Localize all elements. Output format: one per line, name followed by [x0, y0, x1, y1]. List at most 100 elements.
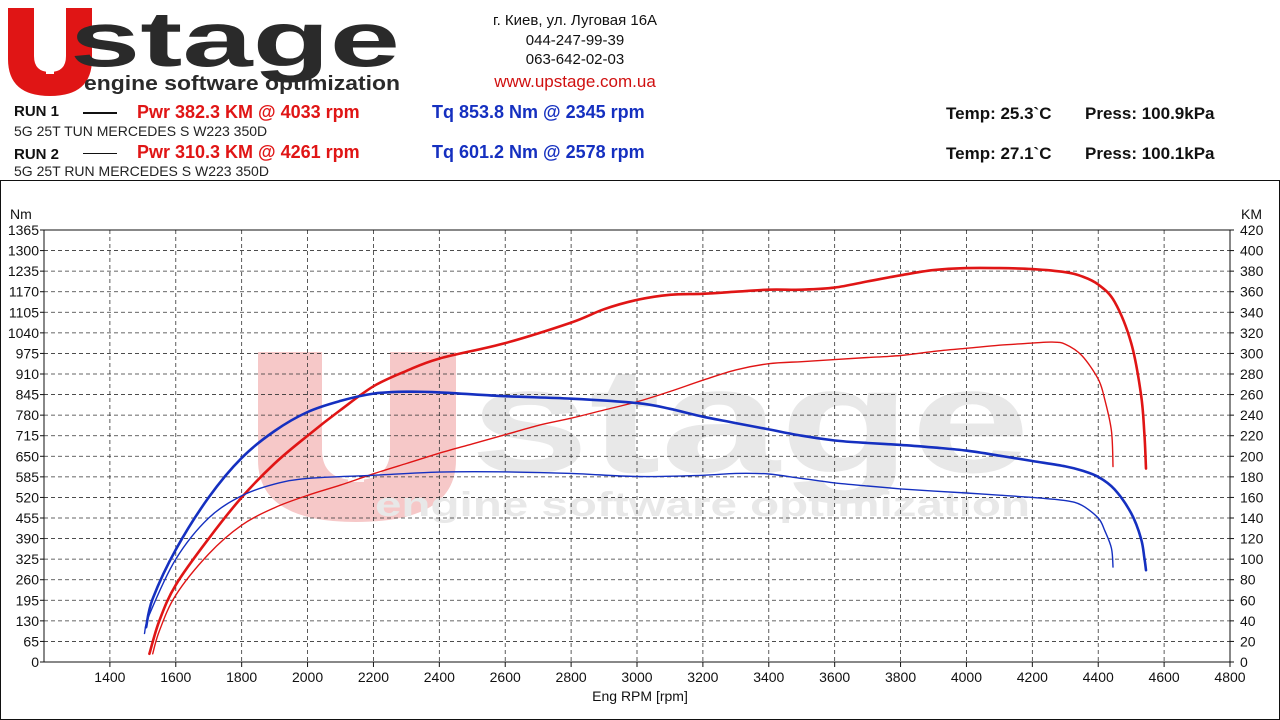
left-tick-label: 65 [23, 633, 39, 649]
right-tick-label: 160 [1240, 489, 1264, 505]
right-tick-label: 260 [1240, 387, 1264, 403]
left-tick-label: 910 [16, 366, 40, 382]
website-link[interactable]: www.upstage.com.ua [494, 72, 656, 91]
left-tick-label: 845 [16, 387, 40, 403]
x-tick-label: 4200 [1017, 669, 1048, 685]
right-tick-label: 100 [1240, 551, 1264, 567]
right-tick-label: 300 [1240, 345, 1264, 361]
x-tick-label: 3000 [621, 669, 652, 685]
right-tick-label: 280 [1240, 366, 1264, 382]
right-tick-label: 380 [1240, 263, 1264, 279]
run1-line-swatch [83, 112, 117, 114]
dyno-chart: stage engine software optimization 0 0 65 2… [0, 180, 1280, 720]
run2-description: 5G 25T RUN MERCEDES S W223 350D [14, 163, 269, 179]
right-tick-label: 400 [1240, 243, 1264, 259]
right-tick-label: 320 [1240, 325, 1264, 341]
run2-label: RUN 2 [14, 146, 60, 163]
left-tick-label: 715 [16, 428, 40, 444]
right-tick-label: 200 [1240, 448, 1264, 464]
logo-arrow [36, 18, 64, 74]
run2-power: Pwr 310.3 KM @ 4261 rpm [137, 142, 360, 162]
run2-power-curve [152, 341, 1114, 655]
right-axis-unit: KM [1241, 206, 1262, 222]
right-tick-label: 120 [1240, 531, 1264, 547]
x-tick-label: 1400 [94, 669, 125, 685]
phone-2: 063-642-02-03 [525, 51, 625, 68]
run2-line-swatch [83, 153, 117, 154]
watermark-arrow [330, 380, 382, 482]
left-tick-label: 1235 [8, 263, 39, 279]
left-tick-label: 975 [16, 345, 40, 361]
dyno-chart-svg: stage engine software optimization 0 065 2… [0, 180, 1280, 720]
run2-press: Press: 100.1kPa [1085, 144, 1215, 163]
x-tick-label: 2000 [292, 669, 323, 685]
logo-tagline: engine software optimization [84, 73, 400, 95]
x-tick-label: 3400 [753, 669, 784, 685]
x-tick-label: 4600 [1149, 669, 1180, 685]
run1-temp: Temp: 25.3`C [946, 104, 1052, 123]
right-tick-label: 20 [1240, 633, 1256, 649]
left-tick-label: 1170 [9, 284, 39, 300]
phone-1: 044-247-99-39 [525, 32, 625, 49]
left-tick-label: 260 [16, 572, 40, 588]
right-tick-label: 340 [1240, 304, 1264, 320]
left-tick-label: 1365 [8, 222, 39, 238]
x-tick-label: 4800 [1214, 669, 1245, 685]
run1-power: Pwr 382.3 KM @ 4033 rpm [137, 102, 360, 122]
left-tick-label: 585 [16, 469, 40, 485]
run2-torque-curve [143, 470, 1114, 635]
x-tick-label: 3800 [885, 669, 916, 685]
right-tick-label: 240 [1240, 407, 1264, 423]
address-text: г. Киев, ул. Луговая 16А [492, 12, 658, 29]
left-tick-label: 390 [16, 531, 40, 547]
x-tick-label: 4000 [951, 669, 982, 685]
left-tick-label: 130 [16, 613, 40, 629]
x-tick-label: 3200 [687, 669, 718, 685]
left-tick-label: 0 [31, 654, 39, 670]
x-tick-label: 2600 [490, 669, 521, 685]
run1-power-curve [148, 266, 1148, 656]
x-axis-title: Eng RPM [rpm] [592, 688, 688, 704]
run1-torque-curve [144, 390, 1148, 629]
left-tick-label: 195 [16, 592, 40, 608]
x-tick-label: 2800 [556, 669, 587, 685]
right-tick-label: 180 [1240, 469, 1264, 485]
right-tick-label: 0 [1240, 654, 1248, 670]
right-tick-label: 80 [1240, 572, 1256, 588]
left-tick-label: 780 [16, 407, 40, 423]
x-tick-label: 3600 [819, 669, 850, 685]
right-tick-label: 40 [1240, 613, 1256, 629]
plot-area-border [43, 229, 1231, 663]
left-tick-label: 1105 [9, 304, 39, 320]
chart-axes: 0 0 65 20 130 40 195 60 260 80 325 100 390 120 455 140 5… [8, 222, 1264, 685]
right-tick-label: 140 [1240, 510, 1264, 526]
run1-label: RUN 1 [14, 103, 60, 120]
left-tick-label: 650 [16, 448, 40, 464]
left-axis-unit: Nm [10, 206, 32, 222]
watermark-stage-text: stage [470, 336, 1030, 504]
x-tick-label: 4400 [1083, 669, 1114, 685]
left-tick-label: 1300 [8, 243, 39, 259]
run1-torque: Tq 853.8 Nm @ 2345 rpm [432, 102, 645, 122]
x-tick-label: 1600 [160, 669, 191, 685]
left-tick-label: 325 [16, 551, 40, 567]
run2-torque: Tq 601.2 Nm @ 2578 rpm [432, 142, 645, 162]
upstage-logo: stage engine software optimization [8, 4, 400, 96]
left-tick-label: 1040 [8, 325, 39, 341]
left-tick-label: 455 [16, 510, 40, 526]
x-tick-label: 2400 [424, 669, 455, 685]
right-tick-label: 420 [1240, 222, 1264, 238]
right-tick-label: 360 [1240, 284, 1264, 300]
chart-curves [143, 266, 1148, 656]
x-tick-label: 1800 [226, 669, 257, 685]
logo-u-shape [8, 8, 92, 96]
chart-grid [44, 229, 1231, 662]
left-tick-label: 520 [16, 489, 40, 505]
logo-stage-text: stage [70, 4, 400, 83]
x-tick-label: 2200 [358, 669, 389, 685]
run1-description: 5G 25T TUN MERCEDES S W223 350D [14, 123, 268, 139]
run1-press: Press: 100.9kPa [1085, 104, 1215, 123]
run2-temp: Temp: 27.1`C [946, 144, 1052, 163]
chart-frame-border [0, 180, 1280, 720]
right-tick-label: 220 [1240, 428, 1264, 444]
